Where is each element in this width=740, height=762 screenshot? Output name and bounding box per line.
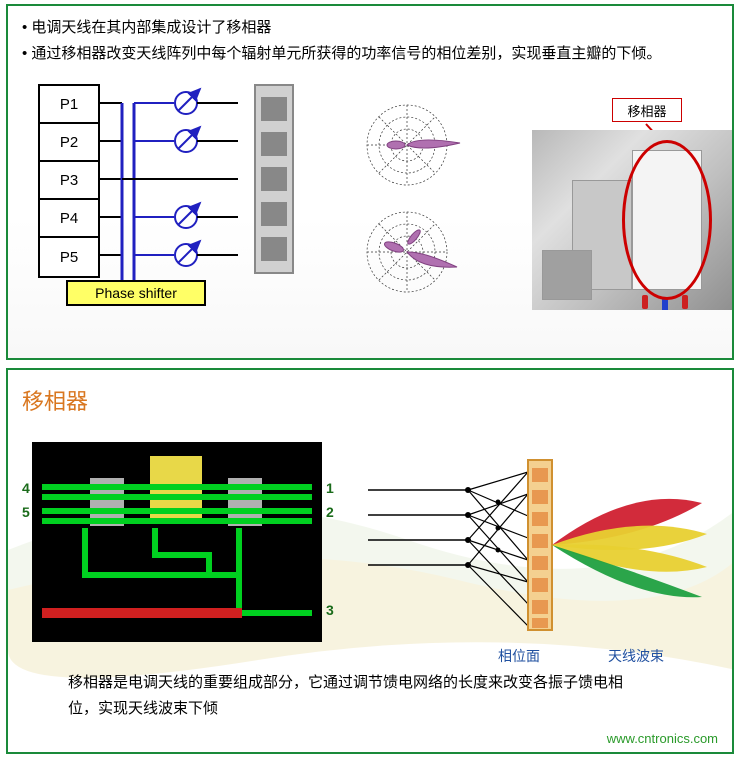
beam-array-elements [532,468,548,628]
beam-svg [368,450,708,650]
antenna-element [261,97,287,121]
bullet-2: • 通过移相器改变天线阵列中每个辐射单元所获得的功率信号的相位差别，实现垂直主瓣… [22,42,718,66]
block-diagram: P1 P2 P3 P4 P5 [38,84,100,278]
bullet-2-text: 通过移相器改变天线阵列中每个辐射单元所获得的功率信号的相位差别，实现垂直主瓣的下… [31,45,661,62]
shifter-4 [134,241,238,266]
pcb-port-4: 4 [22,480,30,496]
phase-shifter-box: Phase shifter [66,280,206,306]
polar-plots [342,94,502,308]
pcb-input-trace [42,608,242,618]
pcb-svg [32,442,322,642]
beam-lobes [552,499,707,597]
pcb-port-2: 2 [326,504,334,520]
antenna-element [261,167,287,191]
panel-antenna-overview: • 电调天线在其内部集成设计了移相器 • 通过移相器改变天线阵列中每个辐射单元所… [6,4,734,360]
pcb-port-3: 3 [326,602,334,618]
polar-top [342,100,472,190]
panel2-title: 移相器 [22,384,718,416]
shifter-1 [134,89,238,114]
wiring-svg [98,84,238,302]
photo-label: 移相器 [612,98,682,122]
port-p1: P1 [40,86,98,124]
port-p4: P4 [40,200,98,238]
beam-diagram [368,450,708,650]
shifter-2 [134,127,238,152]
port-p3: P3 [40,162,98,200]
port-p2: P2 [40,124,98,162]
phase-plane-label: 相位面 [498,646,540,666]
pcb-port-5: 5 [22,504,30,520]
photo-cable [642,295,648,309]
bullet-1-text: 电调天线在其内部集成设计了移相器 [31,19,271,36]
watermark: www.cntronics.com [607,731,718,746]
equipment-photo [532,130,732,310]
photo-equip-box [542,250,592,300]
polar-bottom [342,207,472,297]
antenna-element [261,202,287,226]
antenna-array [254,84,294,274]
diagram-area: P1 P2 P3 P4 P5 [22,74,718,334]
photo-cable [682,295,688,309]
photo-ellipse-highlight [622,140,712,300]
port-p5: P5 [40,238,98,276]
panel2-description: 移相器是电调天线的重要组成部分，它通过调节馈电网络的长度来改变各振子馈电相位，实… [68,670,628,721]
pcb-diagram [32,442,322,642]
port-list: P1 P2 P3 P4 P5 [38,84,100,278]
panel-phase-shifter-detail: 移相器 4 5 1 2 3 [6,368,734,754]
beam-label: 天线波束 [608,646,664,666]
antenna-element [261,237,287,261]
shifter-3 [134,203,238,228]
bullet-1: • 电调天线在其内部集成设计了移相器 [22,16,718,40]
photo-area: 移相器 [532,104,732,314]
pcb-port-1: 1 [326,480,334,496]
antenna-element [261,132,287,156]
